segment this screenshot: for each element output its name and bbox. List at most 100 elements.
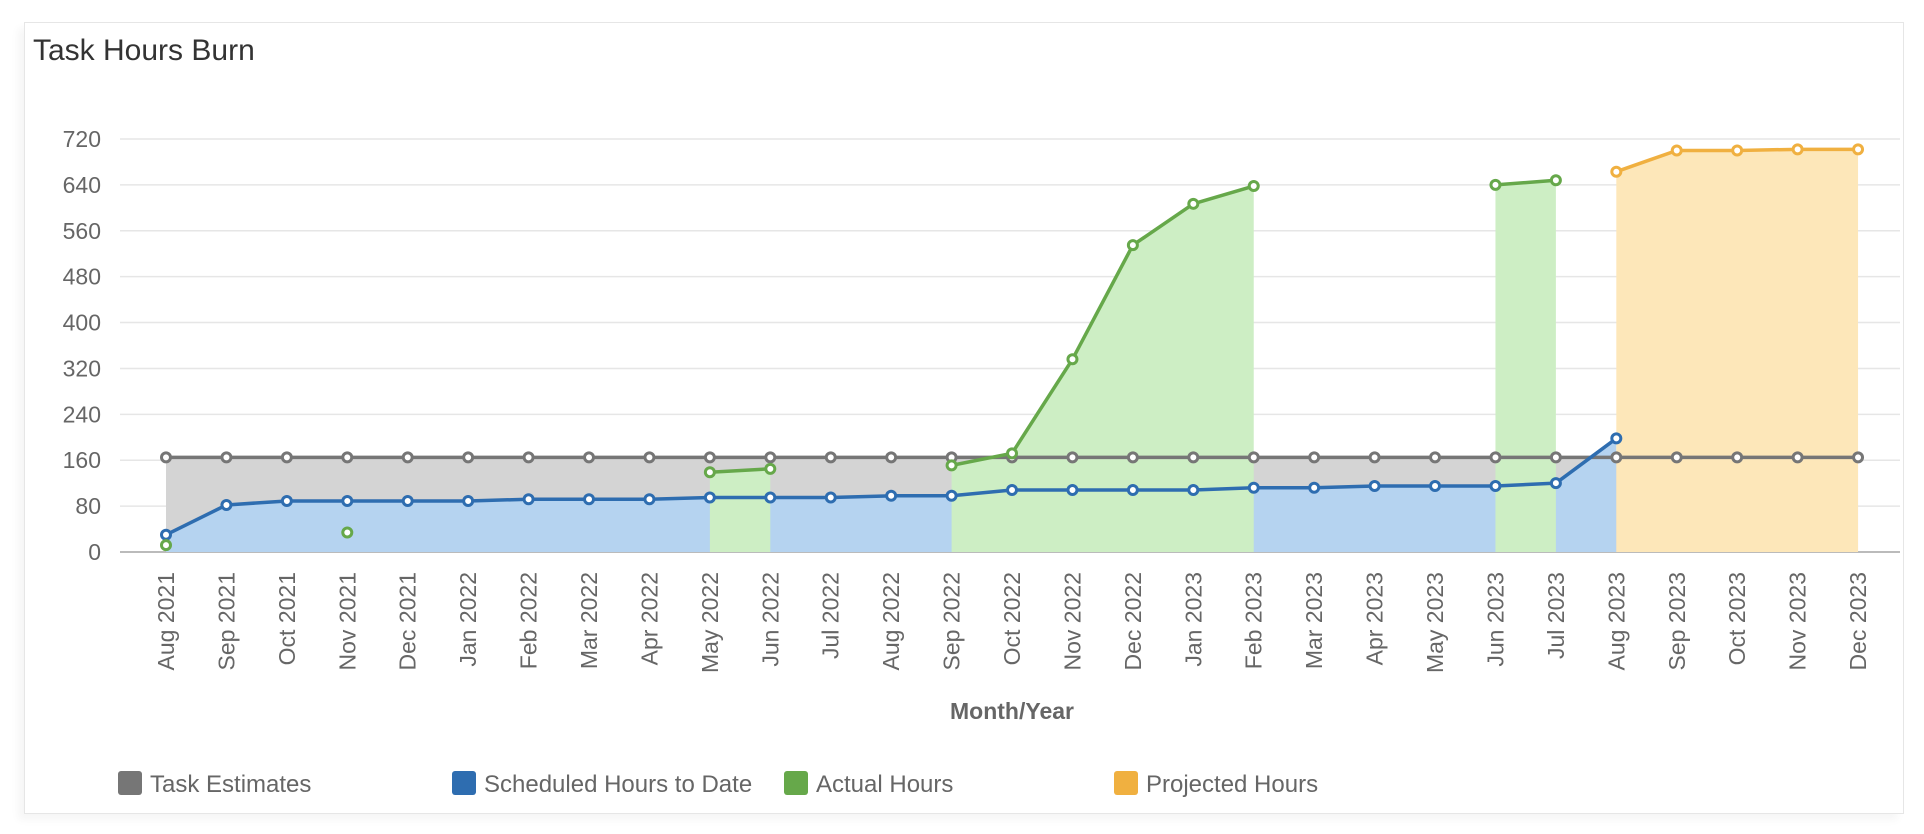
scheduled-hours-to-date-point (945, 489, 958, 502)
y-tick-label: 160 (63, 447, 101, 473)
x-tick-label: Dec 2023 (1845, 572, 1871, 670)
x-tick-label: Jan 2023 (1180, 572, 1206, 667)
x-tick-label: Sep 2022 (939, 572, 965, 670)
task-estimates-point (1308, 451, 1321, 464)
legend-label: Scheduled Hours to Date (484, 771, 752, 798)
x-tick-label: Apr 2022 (636, 572, 662, 665)
x-tick-label: Dec 2021 (395, 572, 421, 670)
x-tick-label: Jul 2023 (1543, 572, 1569, 659)
y-tick-label: 560 (63, 218, 101, 244)
actual-hours-line (951, 184, 1255, 468)
actual-hours-point (703, 466, 716, 479)
scheduled-hours-to-date-point (1187, 484, 1200, 497)
x-axis-title: Month/Year (950, 698, 1074, 724)
scheduled-hours-to-date-point (401, 494, 414, 507)
x-tick-label: Feb 2022 (516, 572, 542, 669)
task-estimates-point (885, 451, 898, 464)
x-tick-label: Mar 2023 (1301, 572, 1327, 669)
task-estimates-point (280, 451, 293, 464)
scheduled-hours-to-date-point (703, 491, 716, 504)
projected-hours-point (1791, 143, 1804, 156)
projected-hours-point (1610, 165, 1623, 178)
actual-hours-point (1549, 174, 1562, 187)
task-estimates-point (1187, 451, 1200, 464)
task-estimates-point (1731, 451, 1744, 464)
task-estimates-point (1852, 451, 1865, 464)
x-tick-label: Sep 2021 (213, 572, 239, 670)
y-axis-ticks: 0 80 160 240 320 400 480 560 640 720 (63, 126, 101, 565)
actual-hours-point (1006, 447, 1019, 460)
projected-hours-point (1670, 144, 1683, 157)
actual-hours-point (1126, 239, 1139, 252)
scheduled-hours-to-date-point (643, 493, 656, 506)
x-tick-label: Oct 2022 (999, 572, 1025, 665)
actual-hours-point (1489, 178, 1502, 191)
x-axis-ticks: Aug 2021 Sep 2021 Oct 2021 Nov 2021 Dec 2021… (153, 572, 1871, 673)
task-estimates-point (1429, 451, 1442, 464)
actual-hours-point (341, 526, 354, 539)
actual-hours-point (1066, 353, 1079, 366)
scheduled-hours-to-date-point (1247, 481, 1260, 494)
x-tick-label: Dec 2022 (1120, 572, 1146, 670)
scheduled-hours-to-date-point (1549, 477, 1562, 490)
scheduled-hours-to-date-point (1126, 484, 1139, 497)
x-tick-label: Jun 2023 (1482, 572, 1508, 667)
x-tick-label: May 2023 (1422, 572, 1448, 673)
y-tick-label: 0 (88, 539, 101, 565)
projected-hours-point (1731, 144, 1744, 157)
scheduled-hours-to-date-point (462, 494, 475, 507)
task-estimates-point (1549, 451, 1562, 464)
scheduled-hours-to-date-point (280, 494, 293, 507)
x-tick-label: Sep 2023 (1664, 572, 1690, 670)
x-tick-label: Oct 2023 (1724, 572, 1750, 665)
x-tick-label: Jan 2022 (455, 572, 481, 667)
y-tick-label: 640 (63, 172, 101, 198)
chart-title: Task Hours Burn (33, 34, 255, 67)
x-tick-label: Aug 2023 (1603, 572, 1629, 670)
legend: Task Estimates Scheduled Hours to Date Act… (118, 771, 1318, 798)
x-tick-label: Apr 2023 (1362, 572, 1388, 665)
legend-label: Actual Hours (816, 771, 953, 798)
scheduled-hours-to-date-point (1429, 480, 1442, 493)
task-estimates-point (1791, 451, 1804, 464)
x-tick-label: May 2022 (697, 572, 723, 673)
task-estimates-point (824, 451, 837, 464)
task-estimates-point (522, 451, 535, 464)
scheduled-hours-to-date-point (220, 498, 233, 511)
legend-swatch (118, 771, 142, 795)
x-tick-label: Jul 2022 (818, 572, 844, 659)
scheduled-hours-to-date-point (160, 528, 172, 541)
actual-hours-point (1187, 197, 1200, 210)
x-tick-label: Aug 2022 (878, 572, 904, 670)
task-estimates-point (764, 451, 777, 464)
scheduled-hours-to-date-point (583, 493, 596, 506)
scheduled-hours-to-date-point (824, 491, 837, 504)
task-estimates-point (1126, 451, 1139, 464)
actual-hours-point (160, 539, 172, 552)
x-tick-label: Jun 2022 (757, 572, 783, 667)
task-estimates-point (703, 451, 716, 464)
scheduled-hours-to-date-point (885, 489, 898, 502)
legend-swatch (784, 771, 808, 795)
actual-hours-point (1247, 180, 1260, 193)
scheduled-hours-to-date-point (764, 491, 777, 504)
task-estimates-point (401, 451, 414, 464)
task-estimates-point (160, 451, 172, 464)
actual-hours-point (764, 462, 777, 475)
x-tick-label: Nov 2022 (1059, 572, 1085, 670)
task-estimates-point (1670, 451, 1683, 464)
chart-card (24, 22, 1904, 814)
scheduled-hours-to-date-point (1066, 484, 1079, 497)
y-tick-label: 320 (63, 355, 101, 381)
actual-hours-area (1495, 180, 1556, 553)
y-tick-label: 480 (63, 264, 101, 290)
legend-swatch (1114, 771, 1138, 795)
x-tick-label: Nov 2023 (1785, 572, 1811, 670)
task-estimates-point (341, 451, 354, 464)
scheduled-hours-to-date-point (1610, 432, 1623, 445)
task-estimates-point (1066, 451, 1079, 464)
task-estimates-point (1247, 451, 1260, 464)
scheduled-hours-to-date-point (522, 493, 535, 506)
actual-hours-line (709, 467, 771, 475)
